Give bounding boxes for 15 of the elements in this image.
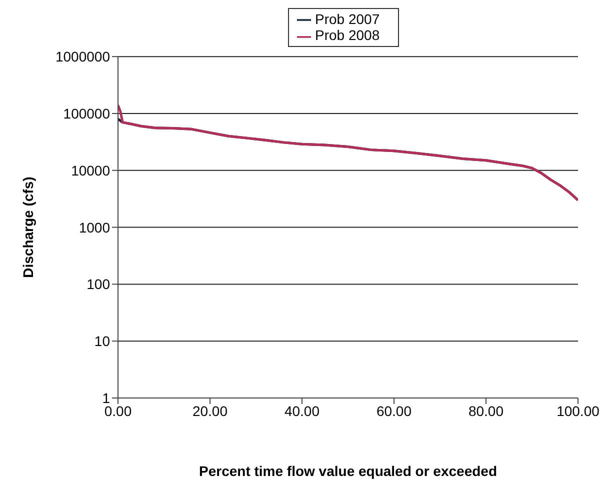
y-axis-title: Discharge (cfs) bbox=[20, 176, 36, 278]
x-tick-label: 100.00 bbox=[556, 402, 600, 419]
x-tick-label: 60.00 bbox=[376, 402, 412, 419]
x-tick-label: 20.00 bbox=[192, 402, 228, 419]
y-tick-label: 100 bbox=[86, 276, 110, 292]
y-tick-label: 1000 bbox=[78, 219, 110, 236]
y-tick-label: 1000000 bbox=[55, 48, 110, 65]
x-tick-label: 40.00 bbox=[284, 402, 320, 419]
x-tick-label: 80.00 bbox=[468, 402, 504, 419]
x-axis-title: Percent time flow value equaled or exceeded bbox=[199, 463, 497, 479]
y-tick-label: 10000 bbox=[71, 162, 110, 178]
y-tick-label: 10 bbox=[94, 333, 110, 350]
legend-label: Prob 2007 bbox=[315, 11, 380, 27]
legend-label: Prob 2008 bbox=[315, 27, 380, 44]
y-tick-label: 100000 bbox=[63, 105, 110, 122]
